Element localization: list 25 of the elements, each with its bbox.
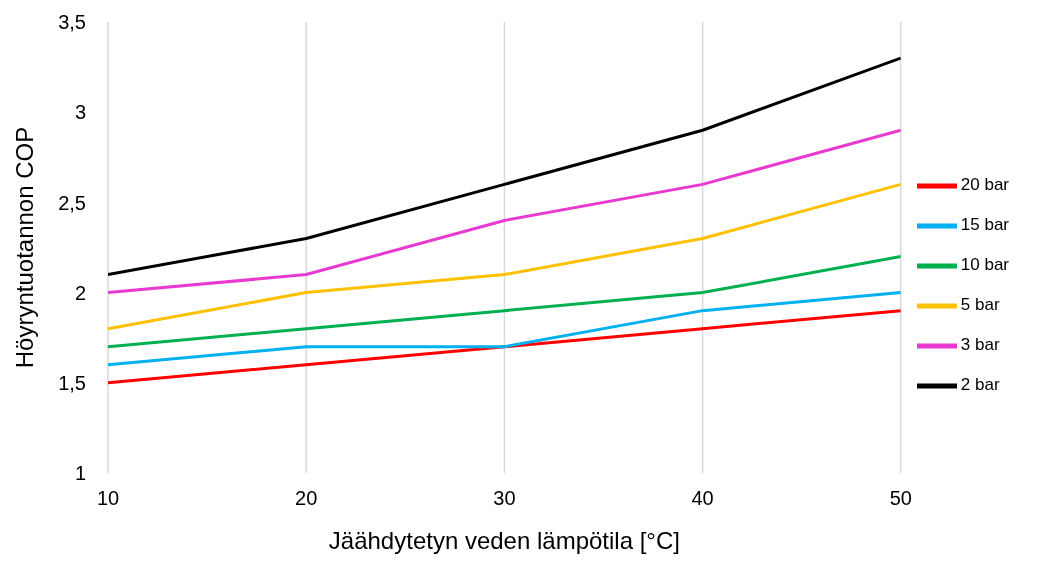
line-series bbox=[108, 128, 901, 295]
y-axis-title: Höyryntuotannon COP bbox=[10, 126, 38, 369]
legend-label: 15 bar bbox=[960, 214, 1009, 234]
legend-label: 3 bar bbox=[960, 334, 1000, 354]
x-tick-label: 50 bbox=[889, 487, 912, 510]
y-tick-label: 1,5 bbox=[58, 371, 86, 394]
line-series bbox=[108, 56, 901, 277]
x-tick-label: 30 bbox=[493, 487, 516, 510]
legend-label: 20 bar bbox=[960, 174, 1009, 194]
line-series bbox=[108, 182, 901, 331]
y-tick-label: 3 bbox=[74, 101, 86, 124]
y-tick-label: 2,5 bbox=[58, 191, 86, 214]
legend-label: 2 bar bbox=[960, 374, 1000, 394]
y-tick-label: 2 bbox=[74, 281, 86, 304]
x-tick-label: 40 bbox=[691, 487, 714, 510]
line-series bbox=[108, 291, 901, 367]
x-axis-title: Jäähdytetyn veden lämpötila [°C] bbox=[328, 527, 680, 554]
x-tick-label: 10 bbox=[96, 487, 120, 510]
x-tick-label: 20 bbox=[295, 487, 318, 510]
y-tick-label: 1 bbox=[74, 462, 86, 485]
legend-label: 5 bar bbox=[960, 294, 1000, 314]
legend-label: 10 bar bbox=[960, 254, 1009, 274]
line-series bbox=[108, 309, 901, 385]
y-tick-label: 3,5 bbox=[58, 11, 86, 34]
line-series bbox=[108, 255, 901, 349]
